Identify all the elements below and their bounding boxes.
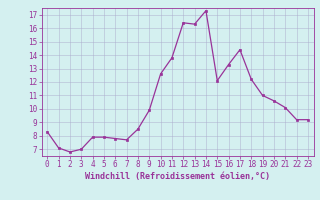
X-axis label: Windchill (Refroidissement éolien,°C): Windchill (Refroidissement éolien,°C)	[85, 172, 270, 181]
